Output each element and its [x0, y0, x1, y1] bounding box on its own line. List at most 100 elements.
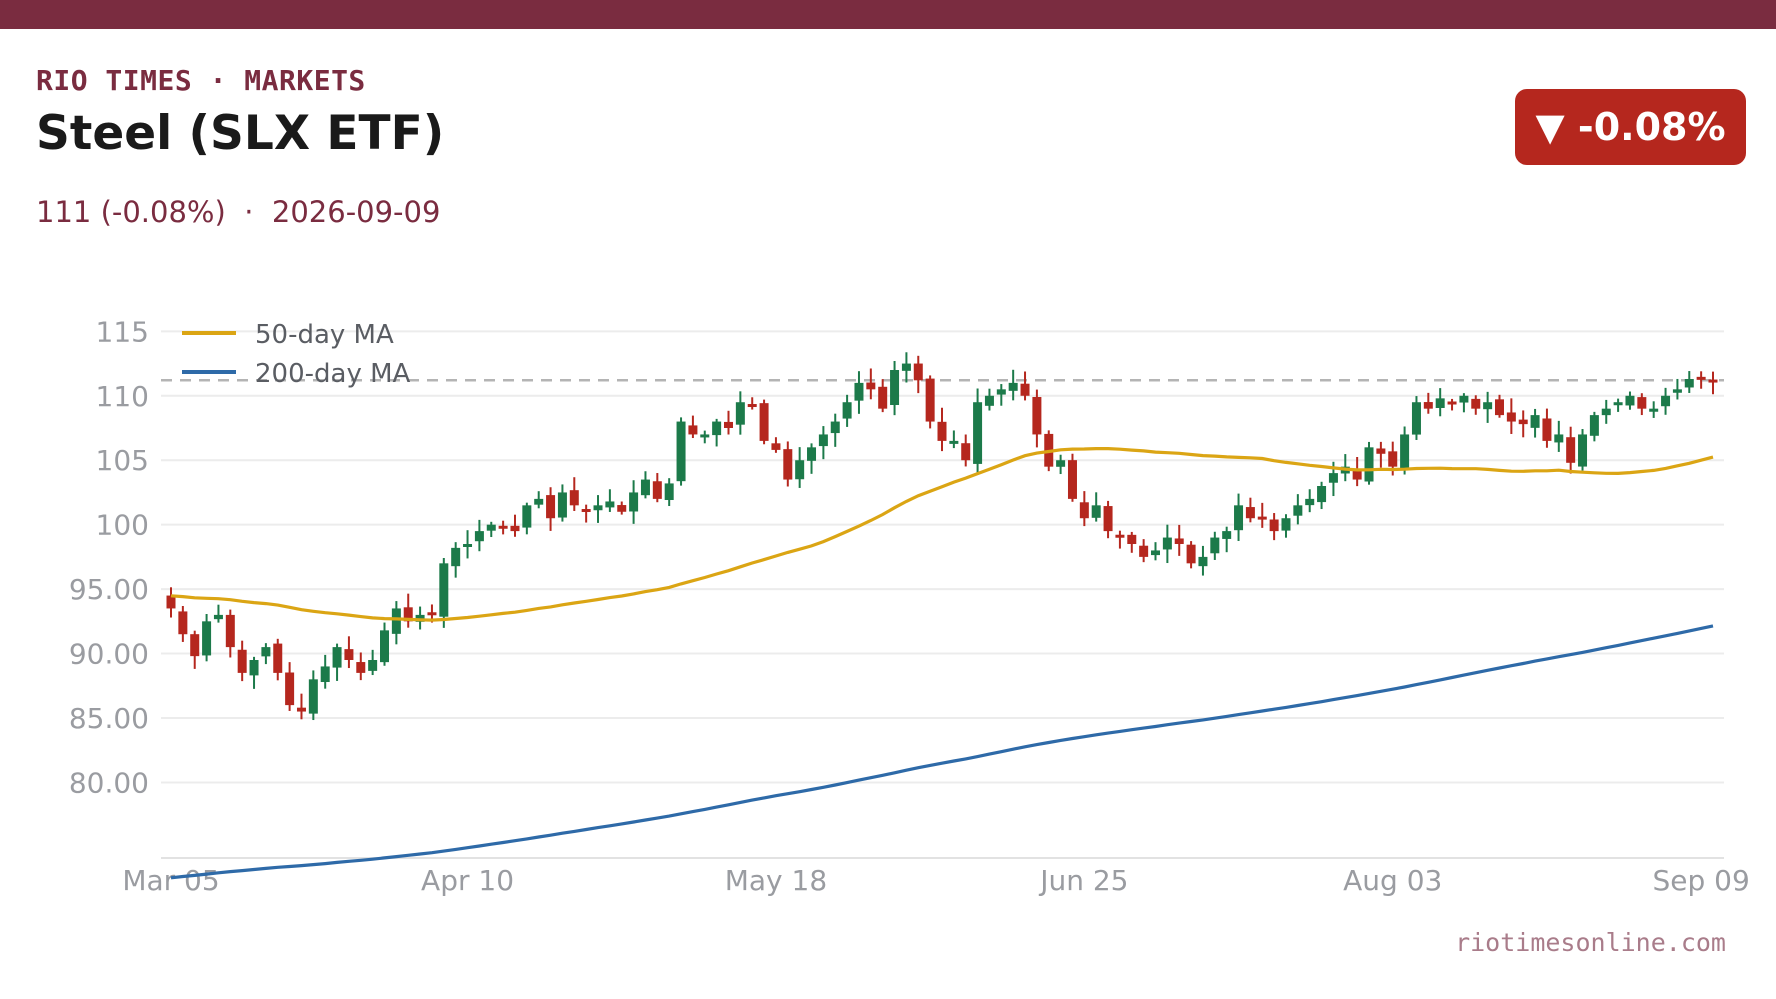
candle — [202, 613, 212, 662]
candle-body — [1542, 418, 1552, 441]
candle-body — [1400, 434, 1410, 471]
candle-body — [1222, 531, 1232, 539]
candle — [1459, 393, 1469, 413]
candle — [664, 478, 674, 507]
candle — [1411, 396, 1421, 440]
candle — [451, 542, 461, 578]
candle-body — [1684, 379, 1694, 388]
candle-body — [747, 404, 757, 408]
candle-body — [1317, 486, 1327, 503]
candle-body — [474, 531, 484, 542]
candle-body — [1471, 398, 1481, 409]
candle — [890, 360, 900, 416]
candle — [652, 473, 662, 503]
candle — [807, 443, 817, 474]
candle — [1696, 371, 1706, 389]
candle-body — [605, 501, 615, 508]
candle — [546, 487, 556, 531]
y-tick-label: 80.00 — [69, 766, 149, 799]
candle-body — [723, 421, 733, 428]
candle — [1364, 441, 1374, 485]
candle — [308, 670, 318, 721]
candle — [498, 520, 508, 535]
candle-body — [688, 425, 698, 435]
candle-body — [1364, 447, 1374, 482]
candle — [1127, 531, 1137, 553]
candle-body — [178, 611, 188, 635]
candle-body — [664, 483, 674, 501]
candle — [1305, 489, 1315, 513]
candle — [510, 514, 520, 537]
candle — [1151, 542, 1161, 561]
candle — [937, 407, 947, 452]
candle-body — [1020, 383, 1030, 396]
candle — [1317, 481, 1327, 510]
candle-body — [1708, 379, 1718, 383]
candle — [569, 477, 579, 511]
candle-body — [1566, 437, 1576, 463]
candle — [1376, 441, 1386, 468]
candle — [439, 558, 449, 628]
candle-body — [285, 672, 295, 706]
candle-body — [1139, 545, 1149, 557]
candle-body — [546, 495, 556, 519]
candle — [190, 630, 200, 669]
candle — [415, 606, 425, 630]
candle — [842, 394, 852, 427]
candle — [1103, 500, 1113, 539]
chart-grid — [161, 330, 1724, 784]
y-tick-label: 110 — [96, 380, 149, 413]
candle — [1032, 389, 1042, 448]
candle — [249, 656, 259, 689]
candle-body — [1506, 412, 1516, 422]
candle-body — [866, 382, 876, 390]
candle-body — [261, 647, 271, 657]
candle — [1234, 493, 1244, 541]
candle-body — [1518, 419, 1528, 425]
candle-body — [498, 525, 508, 529]
candle — [1471, 395, 1481, 415]
candle-body — [854, 382, 864, 401]
candle-body — [451, 547, 461, 567]
candle — [759, 399, 769, 445]
candle-body — [842, 402, 852, 419]
candle — [676, 417, 686, 486]
candle-body — [830, 421, 840, 434]
candle-body — [984, 395, 994, 406]
candle-body — [1661, 395, 1671, 407]
candle-body — [1613, 402, 1623, 406]
candle — [712, 418, 722, 447]
candle — [973, 388, 983, 473]
candle-body — [569, 490, 579, 506]
change-badge: ▼ -0.08% — [1515, 89, 1746, 165]
candle-body — [1210, 537, 1220, 554]
candle — [1625, 391, 1635, 410]
candle-body — [901, 363, 911, 371]
ma200-line — [170, 624, 1714, 880]
y-axis-ticks: 80.00 85.00 90.00 95.00 100 105 110 115 — [69, 315, 149, 799]
candle-body — [1625, 395, 1635, 406]
candle — [1554, 420, 1564, 452]
candle-body — [1151, 550, 1161, 556]
candle-body — [771, 443, 781, 450]
candle — [996, 384, 1006, 406]
candle — [557, 484, 567, 522]
x-axis-ticks: Mar 05 Apr 10 May 18 Jun 25 Aug 03 Sep 09 — [122, 864, 1749, 897]
candle-body — [937, 421, 947, 441]
candle — [463, 530, 473, 559]
candle-body — [878, 386, 888, 409]
candle-body — [1293, 505, 1303, 516]
candle-body — [700, 434, 710, 438]
candle — [783, 441, 793, 487]
candle-body — [1186, 544, 1196, 564]
candle-body — [676, 421, 686, 482]
candle — [605, 489, 615, 512]
candle-body — [807, 447, 817, 461]
candle-body — [890, 370, 900, 406]
candle-body — [593, 505, 603, 511]
x-tick-label: May 18 — [725, 864, 827, 897]
candle — [486, 521, 496, 538]
candle-body — [1589, 415, 1599, 436]
candle — [1518, 410, 1528, 438]
